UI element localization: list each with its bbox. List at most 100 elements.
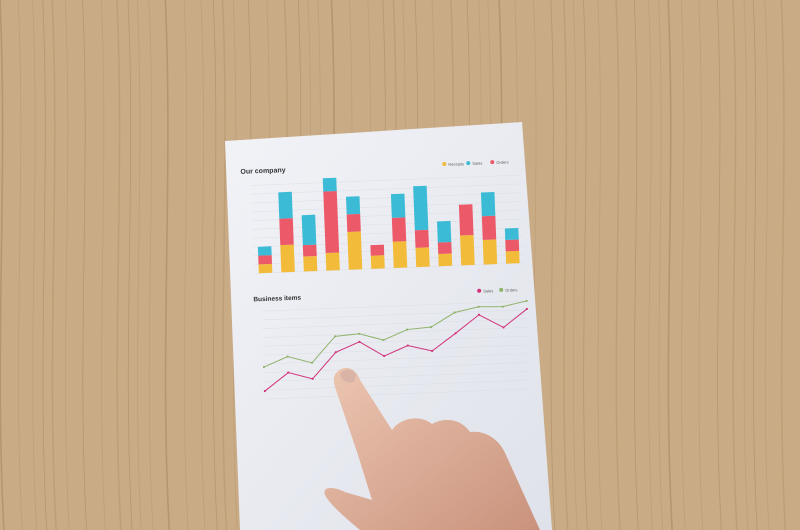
wood-grain-line [64, 0, 70, 530]
wood-grain-line [212, 0, 218, 530]
data-point [406, 328, 409, 331]
wood-grain-line [51, 0, 58, 530]
gridline [251, 183, 522, 195]
bar-segment [345, 196, 361, 215]
wood-grain-line [615, 0, 621, 530]
gridline [261, 300, 527, 312]
wood-grain-line [148, 0, 154, 530]
gridline [251, 192, 522, 204]
bar-segment [323, 190, 340, 254]
bar-segment [415, 247, 430, 268]
gridline [262, 327, 528, 338]
bar-chart [250, 174, 525, 274]
gridline [263, 335, 528, 347]
legend-label: Orders [496, 160, 508, 165]
wood-grain-line [780, 0, 787, 530]
legend-marker [499, 287, 504, 292]
gridline [253, 236, 524, 248]
wood-grain-line [82, 0, 88, 530]
bar-segment [391, 217, 407, 242]
gridline [251, 201, 522, 213]
bar-segment [322, 177, 337, 192]
gridline [264, 362, 529, 373]
data-point [525, 299, 528, 303]
wood-grain-line [136, 0, 142, 530]
hand [324, 367, 540, 530]
bar-chart-title: Our company [240, 167, 285, 176]
bar-segment [505, 239, 520, 252]
data-point [454, 332, 457, 335]
data-point [501, 305, 504, 308]
wood-grain-line [764, 0, 770, 530]
wood-grain-line [743, 0, 749, 530]
wood-grain-line [562, 0, 569, 530]
data-point [286, 355, 289, 358]
gridline [254, 254, 524, 265]
wood-grain-line [42, 0, 48, 530]
bar-segment [480, 191, 496, 217]
data-point [262, 365, 266, 369]
line-chart-legend: Sales Orders [477, 287, 518, 294]
wood-grain-line [116, 0, 122, 530]
line-chart [261, 299, 531, 400]
legend-label: Sales [472, 161, 482, 166]
data-point [525, 307, 529, 311]
wood-grain-line [698, 0, 704, 530]
bar-segment [392, 241, 408, 269]
wood-grain-line [716, 0, 722, 530]
bar-segment [347, 231, 363, 270]
bar-segment [370, 244, 385, 256]
bar-segment [460, 235, 475, 266]
gridline [253, 245, 524, 256]
wood-grain-line [221, 0, 228, 530]
data-point [406, 344, 409, 347]
gridline [253, 227, 523, 239]
bar-segment [279, 218, 294, 246]
wood-grain-line [200, 0, 206, 530]
data-point [358, 332, 361, 335]
legend-label: Orders [505, 287, 517, 292]
data-point [310, 361, 314, 364]
wood-grain-line [752, 0, 758, 530]
wood-grain-line [100, 0, 106, 530]
data-point [477, 305, 480, 308]
wood-grain-line [667, 0, 673, 530]
bar-segment [414, 229, 429, 248]
gridline [250, 174, 521, 186]
gridline [265, 388, 531, 400]
legend-marker [477, 288, 482, 293]
bar-segment [481, 215, 497, 240]
bar-segment [278, 191, 293, 219]
wood-grain-line [732, 0, 738, 530]
data-point [431, 349, 434, 353]
data-point [502, 326, 505, 329]
data-point [334, 351, 337, 354]
bar-segment [301, 214, 317, 246]
wood-grain-line [658, 0, 664, 530]
gridline [252, 210, 523, 221]
gridline [262, 309, 527, 321]
gridline [254, 262, 525, 274]
legend-label: Sales [483, 288, 493, 293]
bar-segment [438, 253, 453, 267]
series-line [264, 308, 528, 392]
bar-segment [258, 255, 273, 265]
bar-segment [390, 193, 406, 218]
wood-grain-line [680, 0, 686, 530]
data-point [263, 389, 266, 393]
data-point [477, 313, 481, 316]
series-line [263, 300, 527, 368]
data-point [311, 377, 314, 380]
fingernail [340, 369, 356, 383]
data-point [358, 340, 361, 343]
bar-segment [437, 220, 452, 243]
bar-segment [325, 252, 340, 271]
data-point [382, 338, 385, 342]
line-chart-title: Business items [253, 295, 301, 304]
wood-grain-line [648, 0, 653, 530]
wood-grain-line [127, 0, 133, 530]
bar-segment [413, 185, 429, 231]
bar-segment [482, 239, 498, 265]
wood-grain-line [0, 0, 5, 530]
